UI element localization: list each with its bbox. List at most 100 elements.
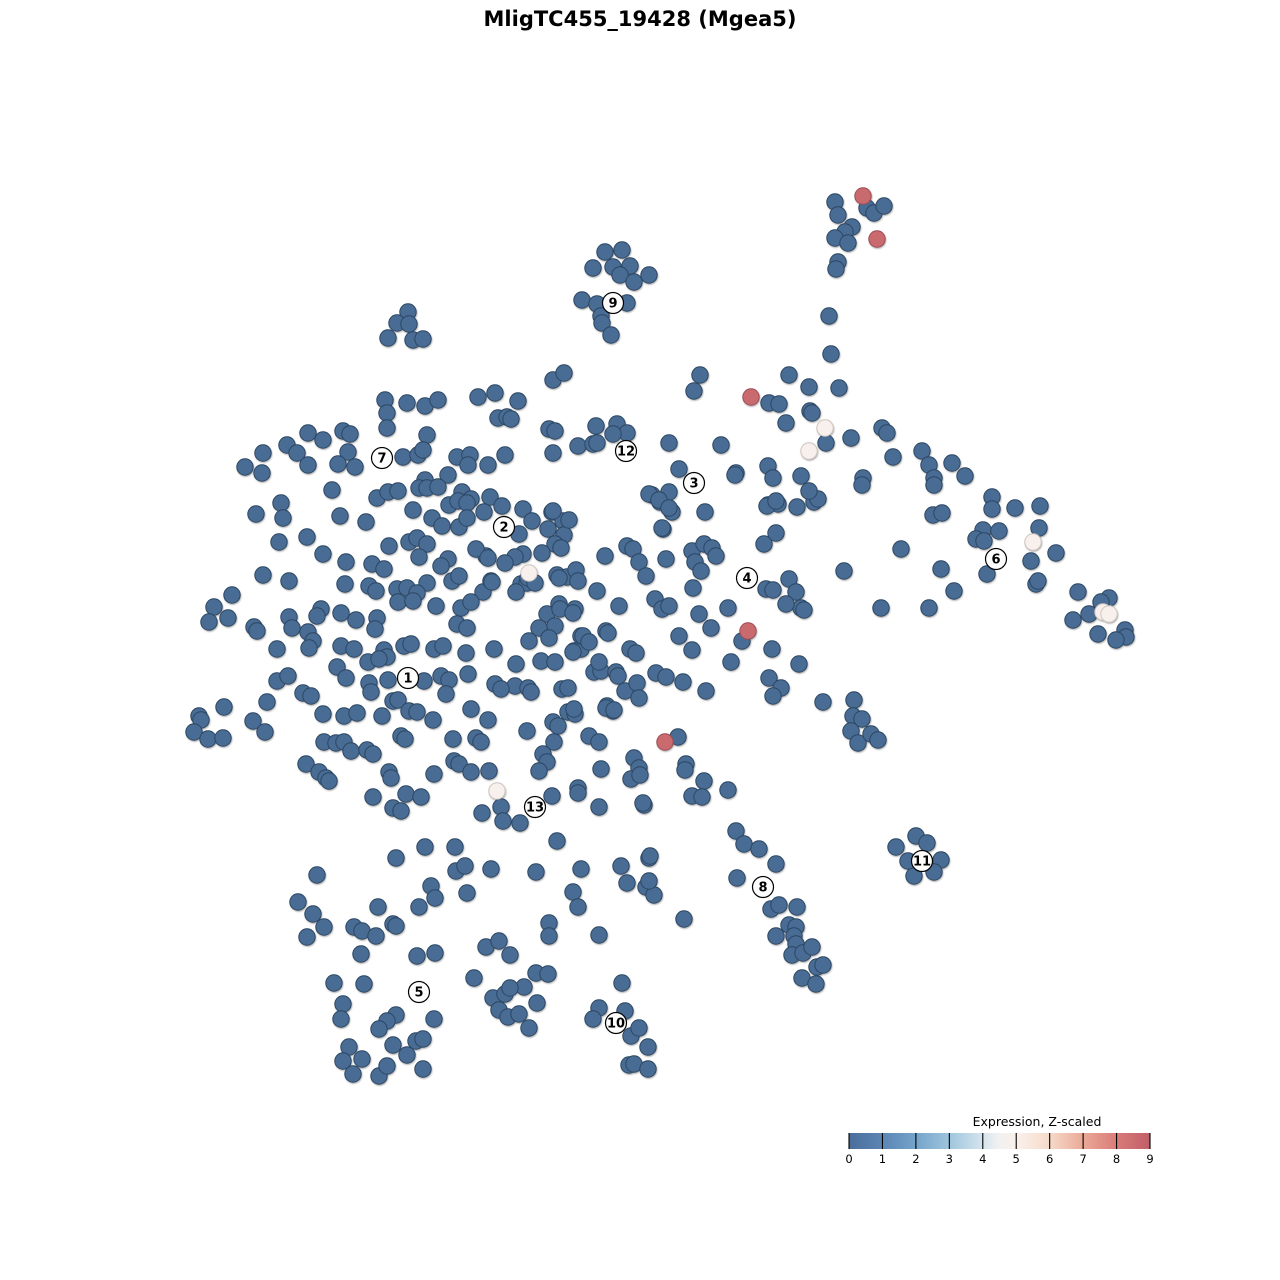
data-point-blue [770,395,788,413]
data-point-blue [456,857,474,875]
data-point-blue [777,414,795,432]
data-point-blue [336,575,354,593]
data-point-blue [612,857,630,875]
data-point-blue [727,822,745,840]
data-point-blue [564,883,582,901]
data-point-blue [590,653,608,671]
data-point-blue [479,456,497,474]
data-point-blue [983,500,1001,518]
data-point-blue [444,730,462,748]
data-point-blue [602,326,620,344]
data-point-blue [332,604,350,622]
data-point-blue [735,835,753,853]
data-point-blue [569,572,587,590]
data-point-blue [334,995,352,1013]
data-point-blue [458,494,476,512]
data-point-blue [543,787,561,805]
data-point-blue [378,404,396,422]
cluster-label-circle [407,980,431,1004]
data-point-blue [817,434,835,452]
data-point-blue [364,745,382,763]
data-point-blue [373,707,391,725]
colorbar-tick-label: 5 [1013,1152,1020,1166]
data-point-blue [814,693,832,711]
cluster-label-12: 12 [614,439,638,463]
data-point-blue [712,436,730,454]
data-point-blue [693,788,711,806]
data-point-pale [800,442,818,460]
data-point-blue [878,424,896,442]
data-point-blue [402,635,420,653]
data-point-blue [572,860,590,878]
data-point-blue [684,579,702,597]
data-point-blue [790,655,808,673]
data-point-blue [875,197,893,215]
data-point-blue [426,944,444,962]
data-point-blue [342,742,360,760]
data-point-blue [849,734,867,752]
data-point-blue [657,550,675,568]
data-point-blue [1031,497,1049,515]
data-point-blue [892,540,910,558]
data-point-blue [803,404,821,422]
data-point-blue [609,667,627,685]
data-point-blue [481,488,499,506]
data-point-blue [829,206,847,224]
data-point-blue [719,781,737,799]
cluster-label-13: 13 [523,795,547,819]
data-point-blue [555,364,573,382]
data-point-blue [544,502,562,520]
data-point-blue [429,478,447,496]
data-point-blue [925,476,943,494]
data-point-pale [488,782,506,800]
data-point-blue [599,624,617,642]
data-point-blue [418,426,436,444]
legend-title: Expression, Z-scaled [973,1114,1102,1129]
data-point-blue [803,938,821,956]
data-point-blue [439,466,457,484]
data-point-blue [288,444,306,462]
data-point-blue [549,717,567,735]
data-point-blue [418,535,436,553]
data-point-blue [695,772,713,790]
data-point-blue [822,345,840,363]
data-point-blue [839,234,857,252]
data-point-blue [379,329,397,347]
data-point-blue [511,814,529,832]
data-point-blue [675,910,693,928]
data-point-blue [800,378,818,396]
data-point-blue [827,260,845,278]
cluster-label-number: 7 [377,452,386,467]
data-point-blue [630,689,648,707]
data-point-blue [424,711,442,729]
data-point-blue [764,687,782,705]
data-point-blue [482,860,500,878]
data-point-blue [596,243,614,261]
data-point-blue [887,838,905,856]
data-point-blue [302,687,320,705]
data-point-blue [458,884,476,902]
data-point-blue [869,731,887,749]
data-point-blue [722,653,740,671]
data-point-blue [918,834,936,852]
data-point-blue [674,673,692,691]
data-point-blue [337,669,355,687]
data-point-blue [387,849,405,867]
cluster-label-8: 8 [751,875,775,899]
cluster-label-circle [370,446,394,470]
data-point-blue [520,632,538,650]
data-point-blue [573,291,591,309]
data-point-blue [214,729,232,747]
data-point-blue [507,583,525,601]
data-point-blue [523,512,541,530]
data-point-blue [660,499,678,517]
data-point-blue [956,467,974,485]
cluster-label-circle [614,439,638,463]
colorbar-tick-label: 7 [1079,1152,1086,1166]
data-point-blue [299,424,317,442]
data-point-blue [384,1036,402,1054]
data-point-blue [634,794,652,812]
data-point-blue [279,667,297,685]
data-point-blue [610,597,628,615]
